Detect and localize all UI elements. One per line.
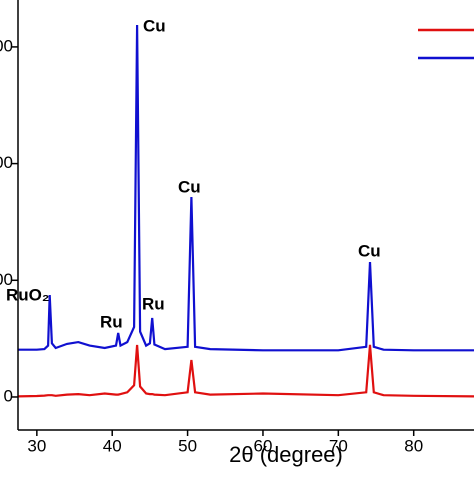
series-line [17,344,474,398]
x-tick-label: 80 [404,436,423,455]
peak-label: Cu [358,241,381,260]
peak-label: RuO₂ [6,285,49,304]
y-tick-label: 0 [4,386,13,405]
y-tick-label: 2000 [0,153,13,172]
x-tick-label: 60 [253,436,272,455]
y-tick-label: 1000 [0,270,13,289]
x-tick-label: 50 [178,436,197,455]
x-tick-label: 70 [329,436,348,455]
x-tick-label: 30 [27,436,46,455]
peak-label: Ru [100,312,123,331]
series-line [18,24,474,352]
y-tick-label: 3000 [0,36,13,55]
peak-label: Cu [143,16,166,35]
peak-label: Ru [142,294,165,313]
peak-label: Cu [178,177,201,196]
x-axis-label: 2θ (degree) [229,442,343,467]
x-tick-label: 40 [103,436,122,455]
